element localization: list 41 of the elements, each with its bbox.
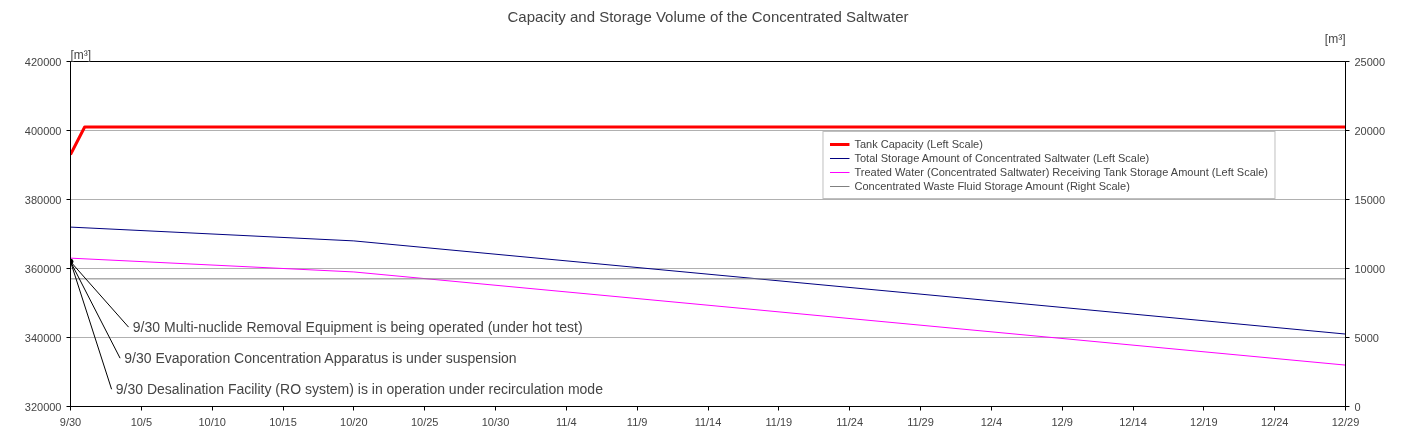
x-tick-label: 12/14 bbox=[1119, 415, 1147, 428]
annotation: 9/30 Multi-nuclide Removal Equipment is being operated (under hot test) bbox=[132, 319, 583, 336]
x-tick-label: 11/14 bbox=[694, 415, 722, 428]
x-tick-label: 10/10 bbox=[198, 415, 226, 428]
x-tick-label: 12/9 bbox=[1051, 415, 1073, 428]
legend-label: Total Storage Amount of Concentrated Saltwater (Left Scale) bbox=[854, 152, 1150, 164]
legend-label: Tank Capacity (Left Scale) bbox=[854, 138, 983, 150]
y-tick-label: 380000 bbox=[24, 193, 62, 206]
legend-label: Concentrated Waste Fluid Storage Amount (Right Scale) bbox=[854, 180, 1130, 192]
y2-axis-title: [m³] bbox=[1324, 31, 1346, 46]
x-tick-label: 11/29 bbox=[907, 415, 934, 428]
x-tick-label: 10/25 bbox=[410, 415, 439, 428]
x-tick-label: 9/30 bbox=[59, 415, 82, 428]
y-axis-title: [m³] bbox=[70, 47, 92, 62]
y2-tick-label: 20000 bbox=[1354, 124, 1386, 137]
y-tick-label: 360000 bbox=[24, 262, 62, 275]
annotation: 9/30 Evaporation Concentration Apparatus is under suspension bbox=[124, 350, 517, 367]
y2-tick-label: 25000 bbox=[1354, 55, 1386, 68]
legend-label: Treated Water (Concentrated Saltwater) Receiving Tank Storage Amount (Left Scale) bbox=[854, 166, 1268, 178]
y2-tick-label: 0 bbox=[1354, 400, 1361, 413]
annotation: 9/30 Desalination Facility (RO system) is in operation under recirculation mode bbox=[115, 381, 604, 398]
y-tick-label: 400000 bbox=[24, 124, 62, 137]
x-tick-label: 10/30 bbox=[481, 415, 510, 428]
x-tick-label: 11/4 bbox=[556, 415, 577, 428]
x-tick-label: 11/24 bbox=[836, 415, 864, 428]
y2-tick-label: 10000 bbox=[1354, 262, 1386, 275]
x-tick-label: 10/20 bbox=[340, 415, 368, 428]
x-tick-label: 11/19 bbox=[765, 415, 793, 428]
x-tick-label: 12/19 bbox=[1190, 415, 1218, 428]
chart-title: Capacity and Storage Volume of the Concentrated Saltwater bbox=[507, 7, 909, 25]
x-tick-label: 11/9 bbox=[626, 415, 648, 428]
y2-tick-label: 15000 bbox=[1354, 193, 1386, 206]
y-tick-label: 420000 bbox=[24, 55, 62, 68]
x-tick-label: 12/4 bbox=[980, 415, 1003, 428]
x-tick-label: 12/29 bbox=[1331, 415, 1360, 428]
y-tick-label: 340000 bbox=[24, 331, 62, 344]
y2-tick-label: 5000 bbox=[1354, 331, 1379, 344]
x-tick-label: 10/15 bbox=[269, 415, 297, 428]
y-tick-label: 320000 bbox=[24, 400, 62, 413]
x-tick-label: 10/5 bbox=[130, 415, 153, 428]
x-tick-label: 12/24 bbox=[1260, 415, 1289, 428]
